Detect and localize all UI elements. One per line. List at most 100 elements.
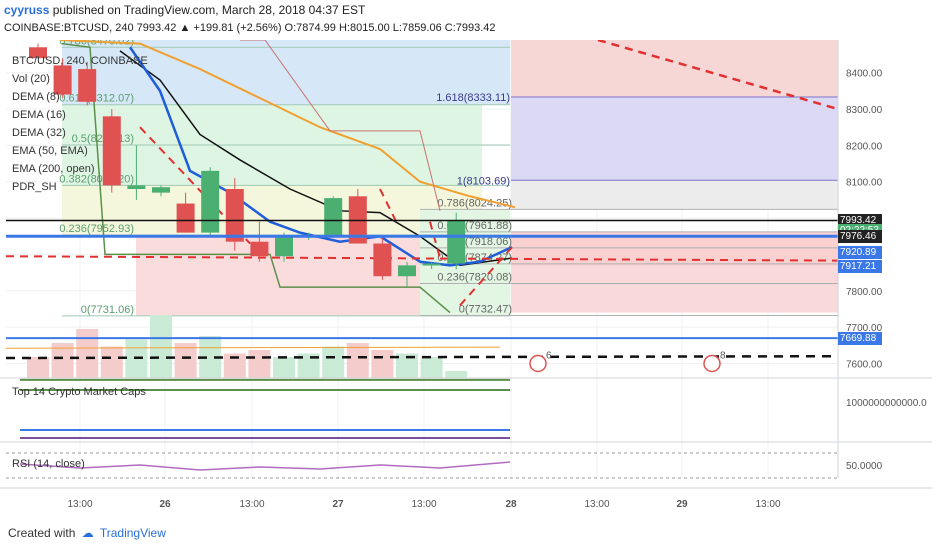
event-badge-count: 6	[546, 350, 552, 361]
volume-bar	[199, 336, 222, 378]
footer	[0, 518, 932, 550]
legend-item[interactable]: PDR_SH	[12, 181, 57, 193]
volume-bar	[322, 346, 345, 378]
event-flag-icon[interactable]	[703, 354, 721, 373]
price-tick-label: 7600.00	[846, 359, 883, 370]
candle-body	[53, 65, 72, 95]
price-tick-label: 8300.00	[846, 105, 883, 116]
candle-body	[201, 170, 220, 233]
event-badge-count: 8	[720, 350, 726, 361]
quote-line: COINBASE:BTCUSD, 240 7993.42 ▲ +199.81 (…	[4, 22, 496, 34]
fib-level-label: 0.236(7952.93)	[59, 223, 134, 235]
trendline	[429, 221, 441, 259]
market-caps-tick: 1000000000000.0	[846, 398, 927, 409]
volume-bar	[223, 353, 246, 378]
candle-body	[176, 203, 195, 233]
footer-credit: Created with ☁ TradingView	[8, 526, 166, 540]
time-tick-label: 28	[505, 499, 517, 510]
tradingview-link[interactable]: TradingView	[99, 526, 166, 540]
dema16-line	[119, 50, 513, 267]
fib-level-label: 1(8103.69)	[457, 175, 510, 187]
target-zone	[511, 266, 838, 313]
legend-item[interactable]: EMA (50, EMA)	[12, 145, 88, 157]
volume-bar	[420, 357, 443, 378]
volume-bar	[100, 346, 123, 378]
candle-body	[250, 241, 269, 257]
candle-body	[29, 47, 47, 59]
price-axis-label: 7669.88	[838, 332, 882, 346]
volume-bar	[150, 315, 172, 378]
volume-bar	[174, 343, 197, 378]
fib-zone	[62, 185, 482, 236]
price-tick-label: 7800.00	[846, 287, 883, 298]
chart-area[interactable]: 0.786(8470.02)0.618(8312.07)0.5(8201.13)…	[0, 40, 932, 518]
candle-body	[127, 185, 146, 190]
volume-bar	[76, 329, 99, 378]
trendline	[379, 188, 399, 226]
volume-bar	[396, 353, 418, 378]
ema200-line	[5, 346, 501, 349]
legend-symbol: BTC/USD, 240, COINBASE	[12, 55, 148, 67]
fib-level-label: 0.382(8090.20)	[59, 173, 134, 185]
published-text: published on TradingView.com, March 28, …	[49, 3, 366, 17]
legend-item[interactable]: DEMA (32)	[12, 127, 66, 139]
time-tick-label: 13:00	[239, 499, 264, 510]
legend-item[interactable]: DEMA (16)	[12, 109, 66, 121]
fib-level-label: 1.618(8333.11)	[436, 92, 510, 104]
fib-level-label: 0.786(8024.25)	[437, 197, 512, 209]
black-dashed-line	[5, 354, 839, 360]
author-link[interactable]: cyyruss	[4, 3, 50, 17]
publish-bar	[0, 0, 932, 20]
created-with-text: Created with	[8, 526, 76, 540]
price-tick-label: 8200.00	[846, 141, 883, 152]
price-axis-label: 7917.21	[838, 260, 882, 274]
candle-body	[275, 236, 293, 257]
volume-bar	[445, 371, 468, 378]
volume-bar	[297, 353, 320, 378]
price-tick-label: 8400.00	[846, 69, 883, 80]
candle-body	[373, 243, 392, 277]
price-tick-label: 8100.00	[846, 178, 883, 189]
event-flag-icon[interactable]	[529, 354, 547, 373]
candle-body	[152, 187, 170, 193]
target-zone	[511, 97, 838, 181]
volume-bar	[248, 350, 271, 378]
time-tick-label: 13:00	[755, 499, 780, 510]
fib-level-label: 0.618(8312.07)	[59, 93, 134, 105]
fib-level-label: 0.236(7820.08)	[437, 272, 512, 284]
candle-body	[324, 198, 343, 236]
volume-bar	[371, 350, 394, 378]
time-tick-label: 26	[159, 499, 171, 510]
pdr-line	[240, 40, 441, 211]
fib-level-label: 0(7731.06)	[81, 304, 134, 316]
time-tick-label: 27	[332, 499, 344, 510]
target-zone	[511, 180, 838, 210]
volume-bar	[51, 343, 74, 378]
ema50-line	[59, 40, 516, 209]
pdr-line	[61, 42, 451, 314]
legend-item[interactable]: EMA (200, open)	[12, 163, 95, 175]
market-caps-label[interactable]: Top 14 Crypto Market Caps	[12, 386, 146, 398]
candle-body	[78, 69, 97, 102]
rsi-label[interactable]: RSI (14, close)	[12, 458, 85, 470]
time-tick-label: 13:00	[67, 499, 92, 510]
volume-bar	[346, 343, 369, 378]
candle-body	[102, 116, 121, 186]
fib-zone	[62, 40, 510, 105]
price-axis-label: 7920.89	[838, 245, 882, 259]
time-tick-label: 13:00	[411, 499, 436, 510]
fib-level-label: 0(7732.47)	[459, 303, 512, 315]
legend-item[interactable]: Vol (20)	[12, 73, 50, 85]
candle-body	[398, 265, 416, 277]
rsi-tick: 50.0000	[846, 461, 883, 472]
time-tick-label: 29	[676, 499, 688, 510]
legend-item[interactable]: DEMA (8)	[12, 91, 60, 103]
trendline	[5, 255, 839, 262]
price-tick-label: 7700.00	[846, 323, 883, 334]
volume-bar	[27, 357, 49, 378]
time-tick-label: 13:00	[584, 499, 609, 510]
tradingview-logo-icon: ☁	[81, 526, 94, 540]
rsi-line	[19, 461, 511, 471]
candle-body	[422, 263, 441, 266]
price-axis-label: 7976.46	[838, 230, 882, 244]
